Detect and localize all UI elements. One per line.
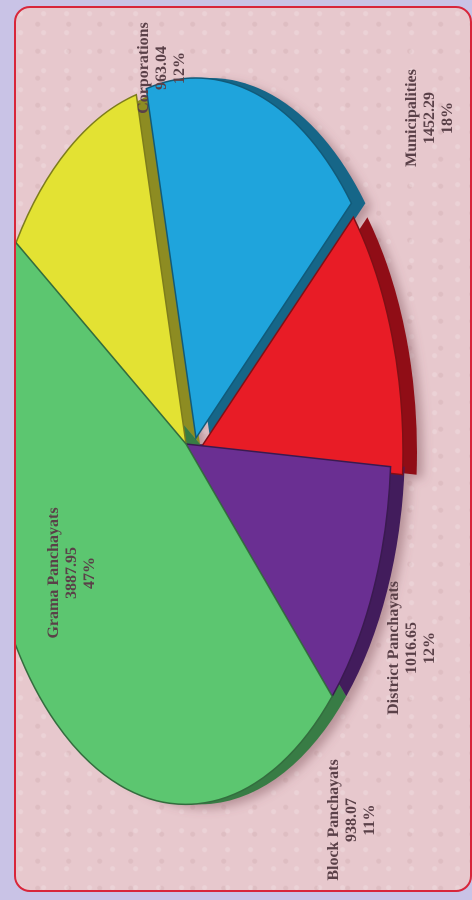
label-block-panchayats: Block Panchayats 938.07 11% (325, 759, 378, 880)
slice-label-percent: 18% (439, 102, 456, 134)
slice-label-percent: 11% (361, 804, 378, 835)
slice-municipalities (145, 77, 353, 441)
slice-grama-panchayats (16, 241, 334, 806)
slice-district-panchayats (196, 215, 404, 476)
slice-label-name: District Panchayats (385, 581, 402, 715)
slice-label-name: Block Panchayats (325, 759, 342, 880)
label-district-panchayats: District Panchayats 1016.65 12% (385, 581, 438, 715)
slice-label-value: 938.07 (343, 798, 360, 842)
label-municipalities: Municipalities 1452.29 18% (403, 69, 456, 167)
slice-label-percent: 47% (81, 557, 98, 589)
chart-panel: Corporations 963.04 12% Municipalities 1452.… (14, 6, 472, 892)
slice-label-value: 1016.65 (403, 622, 420, 674)
pie-chart: Corporations 963.04 12%Municipalities 1452.… (16, 22, 456, 881)
slice-label-percent: 12% (421, 632, 438, 664)
label-grama-panchayats: Grama Panchayats 3887.95 47% (45, 507, 98, 638)
slice-label-value: 3887.95 (63, 547, 80, 599)
slice-label-name: Municipalities (403, 69, 420, 167)
pie-slices (16, 77, 404, 806)
slice-label-value: 1452.29 (421, 92, 438, 144)
slice-label-name: Grama Panchayats (45, 507, 62, 638)
pie-labels: Corporations 963.04 12%Municipalities 1452.… (45, 22, 456, 880)
slice-label-percent: 12% (171, 52, 188, 84)
slice-label-name: Corporations (135, 22, 152, 114)
slice-block-panchayats (184, 443, 392, 698)
slice-label-value: 963.04 (153, 46, 170, 90)
label-corporations: Corporations 963.04 12% (135, 22, 188, 114)
slice-corporations (16, 93, 188, 447)
